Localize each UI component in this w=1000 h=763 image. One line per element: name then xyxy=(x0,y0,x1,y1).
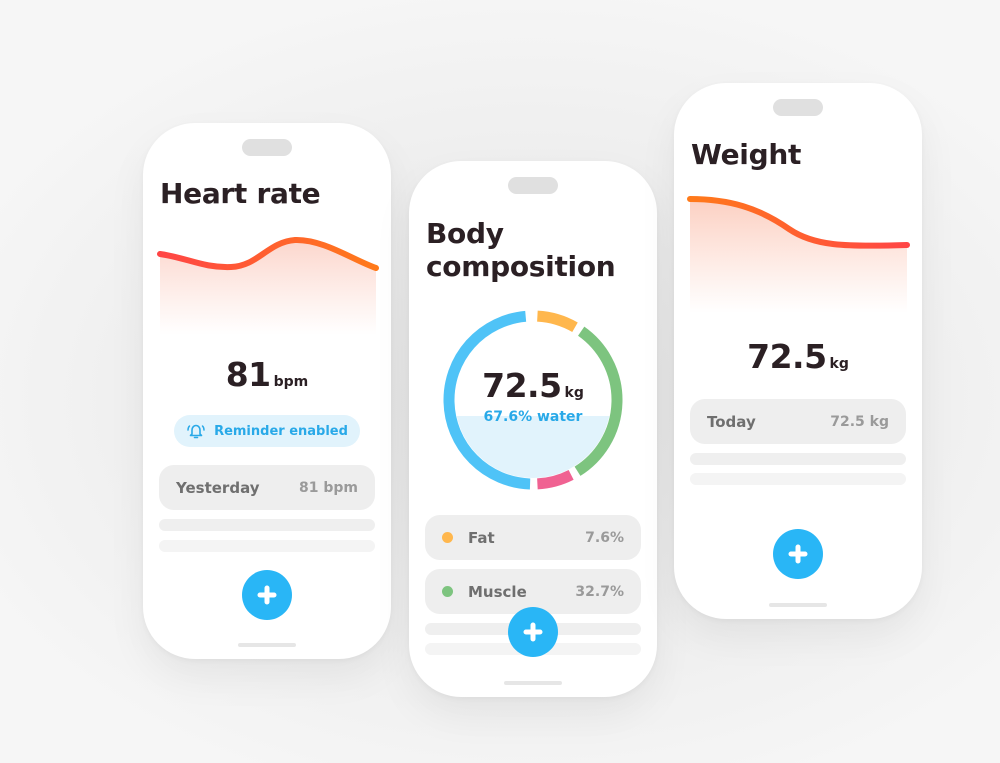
fat-legend-dot xyxy=(442,532,453,543)
composition-value: 32.7% xyxy=(575,583,624,600)
composition-value: 7.6% xyxy=(585,529,624,546)
page-title: Weight xyxy=(691,138,802,171)
phone-notch xyxy=(773,99,823,116)
page-title: Body composition xyxy=(426,217,616,283)
composition-label: Fat xyxy=(468,528,495,547)
water-percentage: 67.6% water xyxy=(483,409,583,425)
history-row[interactable]: Yesterday 81 bpm xyxy=(159,465,375,510)
weight-phone: Weight 72.5 kg Today 72.5 kg xyxy=(674,83,922,619)
add-button[interactable] xyxy=(508,607,558,657)
reminder-badge[interactable]: Reminder enabled xyxy=(174,415,360,447)
composition-row-muscle[interactable]: Muscle 32.7% xyxy=(425,569,641,614)
placeholder-row xyxy=(690,473,906,485)
reminder-label: Reminder enabled xyxy=(214,423,348,439)
muscle-legend-dot xyxy=(442,586,453,597)
placeholder-row xyxy=(159,540,375,552)
phone-notch xyxy=(508,177,558,194)
home-indicator xyxy=(504,681,562,685)
heart-rate-chart xyxy=(157,236,379,335)
heart-rate-phone: Heart rate 81 bpm Reminder enabled Yester… xyxy=(143,123,391,659)
plus-icon xyxy=(788,544,808,564)
bell-ringing-icon xyxy=(187,424,205,439)
weight-chart xyxy=(687,196,910,313)
composition-row-fat[interactable]: Fat 7.6% xyxy=(425,515,641,560)
history-value: 81 bpm xyxy=(299,479,358,496)
plus-icon xyxy=(523,622,543,642)
body-composition-phone: Body composition 72.5 kg 67.6% water Fat … xyxy=(409,161,657,697)
history-label: Today xyxy=(707,412,756,431)
home-indicator xyxy=(238,643,296,647)
weight-value: 72.5 kg xyxy=(747,337,849,376)
placeholder-row xyxy=(159,519,375,531)
placeholder-row xyxy=(690,453,906,465)
plus-icon xyxy=(257,585,277,605)
history-row[interactable]: Today 72.5 kg xyxy=(690,399,906,444)
add-button[interactable] xyxy=(773,529,823,579)
page-title: Heart rate xyxy=(160,177,321,210)
home-indicator xyxy=(769,603,827,607)
body-weight-value: 72.5 kg xyxy=(482,366,584,405)
composition-ring-chart xyxy=(443,310,623,490)
history-value: 72.5 kg xyxy=(830,413,889,430)
history-label: Yesterday xyxy=(176,478,260,497)
heart-rate-value: 81 bpm xyxy=(225,355,309,394)
composition-label: Muscle xyxy=(468,582,527,601)
add-button[interactable] xyxy=(242,570,292,620)
phone-notch xyxy=(242,139,292,156)
